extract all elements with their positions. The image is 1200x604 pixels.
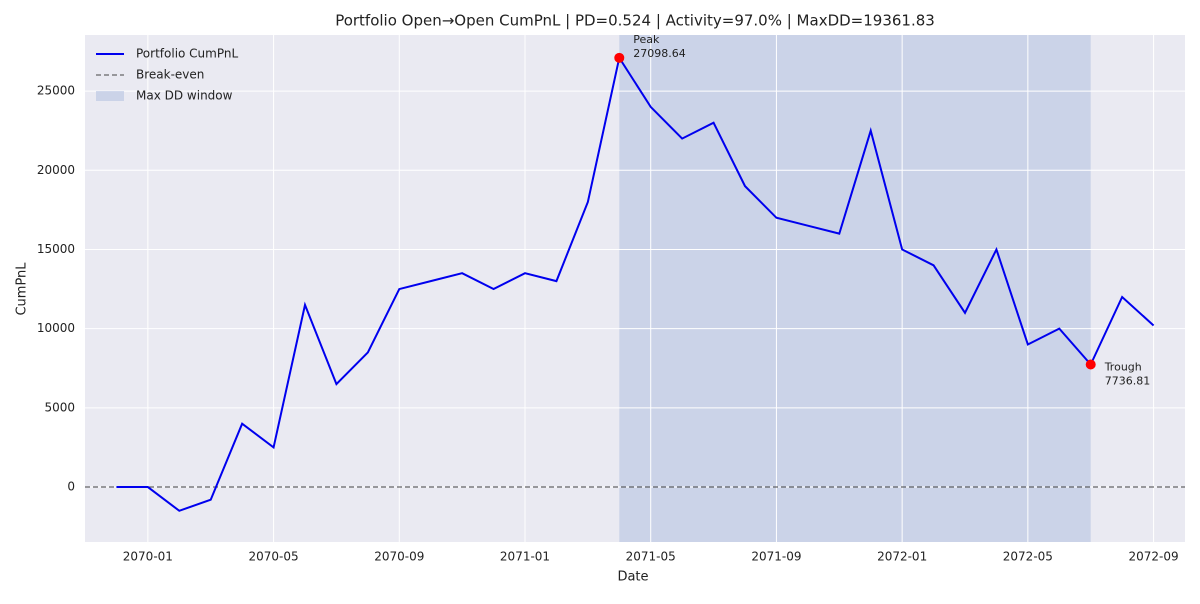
drawdown-window [619, 35, 1091, 542]
legend-label: Break-even [136, 68, 204, 82]
y-tick-label: 20000 [37, 163, 75, 177]
x-tick-label: 2071-09 [751, 550, 801, 564]
peak-value-label: 27098.64 [633, 47, 686, 60]
x-axis-label: Date [617, 570, 648, 585]
y-tick-label: 5000 [44, 400, 75, 414]
x-tick-label: 2072-09 [1129, 550, 1179, 564]
y-axis-label: CumPnL [15, 262, 30, 316]
y-tick-label: 15000 [37, 242, 75, 256]
peak-marker [614, 52, 625, 63]
y-tick-label: 25000 [37, 84, 75, 98]
x-tick-label: 2072-01 [877, 550, 927, 564]
trough-value-label: 7736.81 [1105, 374, 1151, 387]
x-tick-label: 2071-05 [626, 550, 676, 564]
chart-title: Portfolio Open→Open CumPnL | PD=0.524 | … [335, 12, 935, 30]
x-tick-label: 2070-05 [249, 550, 299, 564]
legend-label: Max DD window [136, 89, 233, 103]
x-tick-label: 2070-01 [123, 550, 173, 564]
peak-label: Peak [633, 33, 660, 46]
x-tick-label: 2071-01 [500, 550, 550, 564]
trough-marker [1085, 359, 1096, 370]
y-tick-label: 10000 [37, 321, 75, 335]
trough-label: Trough [1104, 360, 1142, 373]
legend-swatch [96, 91, 124, 101]
series-line [116, 55, 1155, 512]
y-tick-label: 0 [67, 480, 75, 494]
legend-label: Portfolio CumPnL [136, 47, 238, 61]
x-tick-label: 2072-05 [1003, 550, 1053, 564]
x-tick-label: 2070-09 [374, 550, 424, 564]
